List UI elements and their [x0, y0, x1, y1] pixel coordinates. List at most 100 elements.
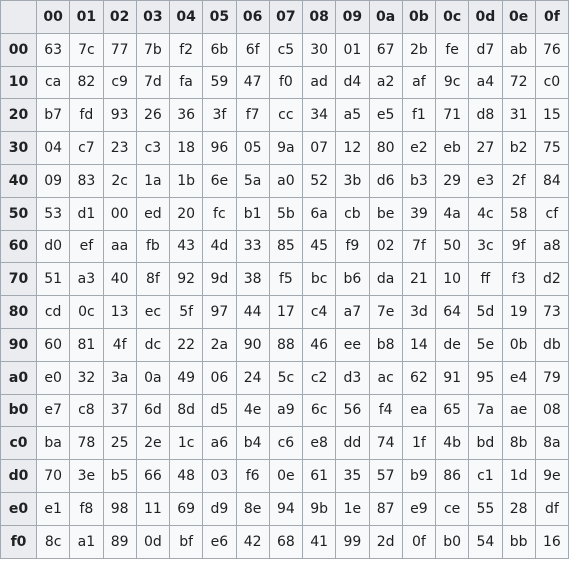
table-cell: 78 [69, 426, 104, 461]
table-cell: 3b [335, 163, 370, 198]
table-cell: fb [135, 229, 171, 264]
table-cell: 87 [368, 491, 403, 526]
table-cell: db [534, 327, 570, 362]
table-cell: 8a [534, 426, 570, 461]
table-cell: ae [501, 393, 536, 428]
table-cell: a6 [202, 426, 237, 461]
table-cell: 0e [268, 459, 304, 493]
table-cell: 26 [135, 98, 171, 133]
table-cell: 79 [534, 360, 570, 395]
table-cell: df [534, 491, 570, 526]
table-cell: c7 [69, 131, 104, 165]
table-cell: ea [401, 393, 437, 428]
table-cell: d1 [69, 196, 104, 231]
table-cell: 57 [368, 459, 403, 493]
table-cell: f6 [235, 459, 270, 493]
row-header: 70 [0, 262, 37, 297]
table-cell: a7 [335, 295, 370, 329]
table-row: 10 ca 82 c9 7d fa 59 47 f0 ad d4 a2 af 9c a4 72 c0 [0, 65, 570, 100]
table-cell: ac [368, 360, 403, 395]
table-cell: e4 [501, 360, 536, 395]
table-cell: 11 [135, 491, 171, 526]
table-cell: c9 [102, 65, 137, 100]
table-cell: cd [35, 295, 71, 329]
table-cell: e6 [202, 524, 237, 559]
table-cell: 29 [434, 163, 470, 198]
table-row: 50 53 d1 00 ed 20 fc b1 5b 6a cb be 39 4a 4c 58 cf [0, 196, 570, 231]
table-cell: fe [434, 32, 470, 67]
table-cell: 75 [534, 131, 570, 165]
table-cell: af [401, 65, 437, 100]
table-cell: 59 [202, 65, 237, 100]
table-cell: 02 [368, 229, 403, 264]
table-cell: 5e [468, 327, 503, 362]
table-cell: 2a [202, 327, 237, 362]
table-cell: 31 [501, 98, 536, 133]
table-cell: cc [268, 98, 304, 133]
table-row: d0 70 3e b5 66 48 03 f6 0e 61 35 57 b9 86 c1 1d 9e [0, 459, 570, 493]
table-cell: 92 [168, 262, 204, 297]
table-cell: 47 [235, 65, 270, 100]
table-cell: a3 [69, 262, 104, 297]
table-cell: 4f [102, 327, 137, 362]
table-cell: 7e [368, 295, 403, 329]
table-cell: b0 [434, 524, 470, 559]
column-header: 05 [202, 0, 237, 34]
table-cell: e0 [35, 360, 71, 395]
table-cell: 6b [202, 32, 237, 67]
table-cell: 43 [168, 229, 204, 264]
table-cell: 71 [434, 98, 470, 133]
table-cell: d2 [534, 262, 570, 297]
table-cell: f4 [368, 393, 403, 428]
table-cell: d8 [468, 98, 503, 133]
table-cell: 7a [468, 393, 503, 428]
table-cell: 16 [534, 524, 570, 559]
column-header: 02 [102, 0, 137, 34]
table-cell: a9 [268, 393, 304, 428]
table-cell: d7 [468, 32, 503, 67]
column-header: 0c [434, 0, 470, 34]
table-cell: f3 [501, 262, 536, 297]
table-cell: d9 [202, 491, 237, 526]
table-cell: eb [434, 131, 470, 165]
table-cell: ff [468, 262, 503, 297]
table-cell: a4 [468, 65, 503, 100]
table-cell: a8 [534, 229, 570, 264]
table-cell: bd [468, 426, 503, 461]
table-cell: bf [168, 524, 204, 559]
table-cell: 90 [235, 327, 270, 362]
table-cell: 8f [135, 262, 171, 297]
row-header: a0 [0, 360, 37, 395]
table-cell: 58 [501, 196, 536, 231]
row-header: d0 [0, 459, 37, 493]
table-cell: 55 [468, 491, 503, 526]
table-cell: 96 [202, 131, 237, 165]
table-cell: d0 [35, 229, 71, 264]
table-cell: 33 [235, 229, 270, 264]
table-cell: 5c [268, 360, 304, 395]
table-cell: 06 [202, 360, 237, 395]
table-cell: 9b [301, 491, 337, 526]
table-cell: 07 [301, 131, 337, 165]
table-cell: 12 [335, 131, 370, 165]
row-header: 80 [0, 295, 37, 329]
corner-cell [0, 0, 37, 34]
table-cell: 2b [401, 32, 437, 67]
table-cell: 3a [102, 360, 137, 395]
table-row: 20 b7 fd 93 26 36 3f f7 cc 34 a5 e5 f1 71 d8 31 15 [0, 98, 570, 133]
table-cell: 22 [168, 327, 204, 362]
table-cell: f8 [69, 491, 104, 526]
table-cell: 63 [35, 32, 71, 67]
table-cell: 34 [301, 98, 337, 133]
table-cell: 69 [168, 491, 204, 526]
table-cell: 73 [534, 295, 570, 329]
table-cell: a1 [69, 524, 104, 559]
table-cell: c2 [301, 360, 337, 395]
table-cell: d3 [335, 360, 370, 395]
row-header: 60 [0, 229, 37, 264]
column-header: 0f [534, 0, 570, 34]
table-cell: 15 [534, 98, 570, 133]
table-cell: c1 [468, 459, 503, 493]
table-cell: 1a [135, 163, 171, 198]
table-cell: 23 [102, 131, 137, 165]
